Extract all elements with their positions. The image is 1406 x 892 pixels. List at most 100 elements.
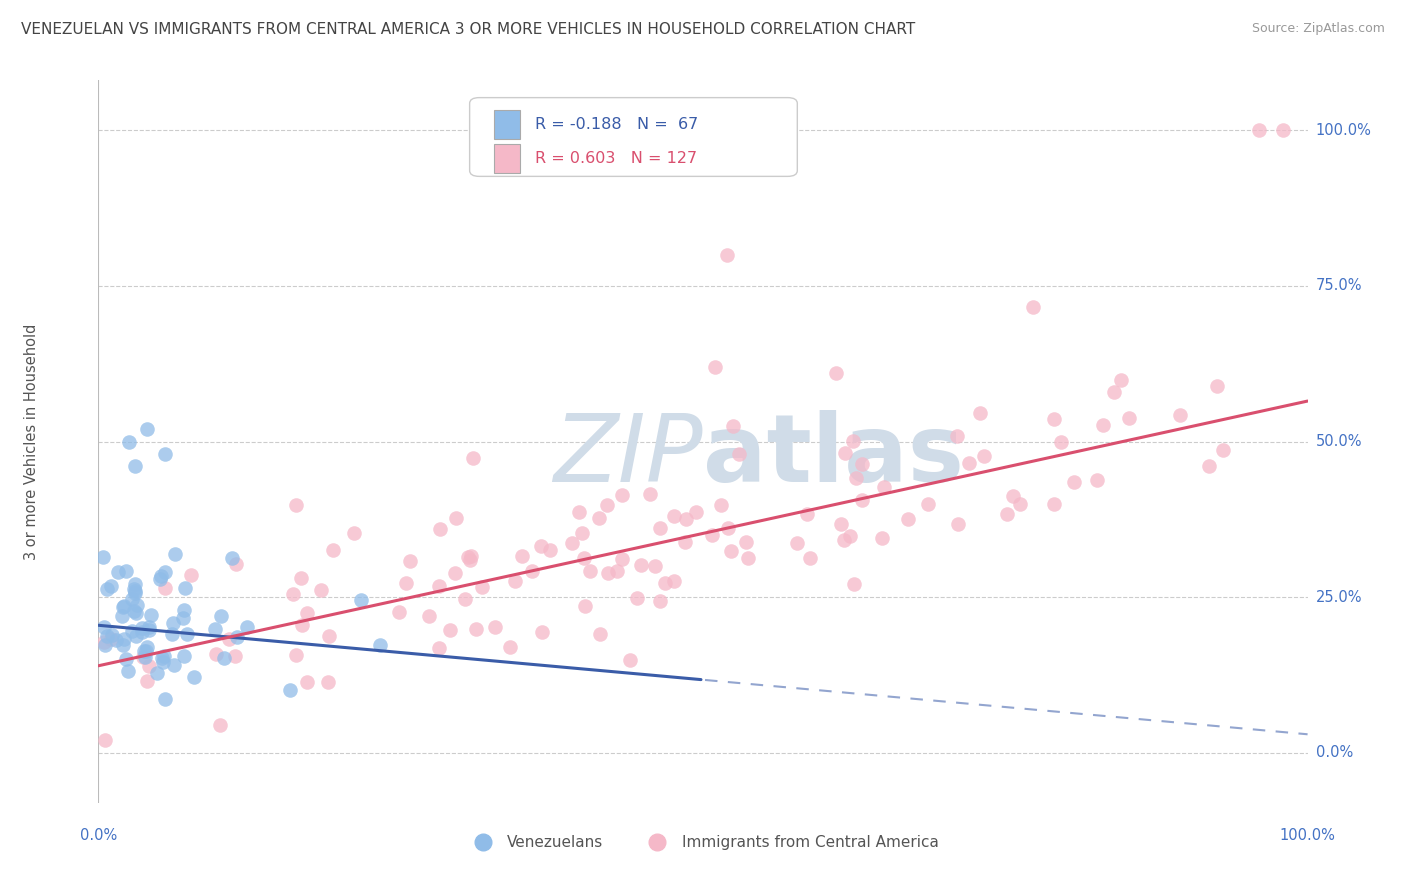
Point [153, 447, 176, 461]
Text: 100.0%: 100.0% [1279, 828, 1336, 843]
Point [610, 552, 633, 566]
Point [399, 554, 422, 568]
Point [138, 659, 160, 673]
Point [152, 655, 174, 669]
Text: R = -0.188   N =  67: R = -0.188 N = 67 [534, 118, 699, 132]
Point [297, 606, 319, 620]
Point [155, 565, 177, 579]
Point [281, 587, 304, 601]
Point [630, 558, 652, 572]
Text: ZIP: ZIP [554, 410, 703, 501]
Point [873, 480, 896, 494]
Point [100, 579, 122, 593]
Point [1022, 300, 1045, 314]
Point [650, 594, 672, 608]
Point [125, 606, 148, 620]
Point [226, 630, 249, 644]
Point [135, 422, 157, 436]
Point [796, 507, 818, 521]
Point [606, 564, 628, 578]
Point [174, 581, 197, 595]
Point [111, 638, 134, 652]
Point [503, 574, 526, 588]
Point [121, 624, 143, 638]
Point [131, 624, 153, 639]
Point [531, 624, 554, 639]
Point [101, 628, 124, 642]
Point [619, 653, 641, 667]
Point [91, 549, 114, 564]
Point [588, 510, 610, 524]
Point [153, 692, 176, 706]
Point [350, 593, 373, 607]
Point [1002, 489, 1025, 503]
Point [429, 522, 451, 536]
Point [117, 665, 139, 679]
Point [176, 627, 198, 641]
Point [700, 528, 723, 542]
Point [205, 648, 228, 662]
Point [589, 627, 612, 641]
Point [124, 577, 146, 591]
Point [845, 471, 868, 485]
Point [134, 650, 156, 665]
Point [638, 487, 661, 501]
Point [727, 447, 749, 461]
Point [578, 564, 600, 578]
Point [132, 649, 155, 664]
Point [1050, 434, 1073, 449]
Point [429, 579, 451, 593]
Point [662, 508, 685, 523]
Point [842, 577, 865, 591]
Point [710, 498, 733, 512]
Point [454, 591, 477, 606]
Point [1063, 475, 1085, 490]
Point [825, 366, 848, 380]
Point [444, 511, 467, 525]
Point [571, 526, 593, 541]
Point [112, 599, 135, 614]
Point [165, 548, 187, 562]
Point [96, 582, 118, 596]
Point [121, 591, 143, 606]
Point [444, 566, 467, 581]
Point [717, 521, 740, 535]
Point [135, 673, 157, 688]
Point [737, 550, 759, 565]
Point [720, 544, 742, 558]
Point [704, 359, 727, 374]
Point [173, 603, 195, 617]
Point [115, 564, 138, 578]
Point [673, 535, 696, 549]
Point [343, 525, 366, 540]
Point [115, 652, 138, 666]
Point [139, 607, 162, 622]
Point [463, 450, 485, 465]
Point [716, 248, 738, 262]
Point [322, 542, 344, 557]
Point [735, 534, 758, 549]
Text: R = 0.603   N = 127: R = 0.603 N = 127 [534, 151, 697, 166]
Point [1085, 473, 1108, 487]
Point [131, 621, 153, 635]
Point [946, 429, 969, 443]
Point [1118, 411, 1140, 425]
Point [125, 599, 148, 613]
Point [946, 517, 969, 532]
Point [427, 640, 450, 655]
Point [125, 629, 148, 643]
Text: 75.0%: 75.0% [1316, 278, 1362, 293]
Point [93, 635, 115, 649]
Point [118, 434, 141, 449]
Point [612, 488, 634, 502]
Point [172, 610, 194, 624]
Point [112, 632, 135, 646]
Point [100, 632, 122, 647]
Point [538, 543, 561, 558]
Point [180, 568, 202, 582]
Point [368, 638, 391, 652]
Text: VENEZUELAN VS IMMIGRANTS FROM CENTRAL AMERICA 3 OR MORE VEHICLES IN HOUSEHOLD CO: VENEZUELAN VS IMMIGRANTS FROM CENTRAL AM… [21, 22, 915, 37]
Point [973, 449, 995, 463]
Point [1272, 123, 1295, 137]
Point [183, 670, 205, 684]
